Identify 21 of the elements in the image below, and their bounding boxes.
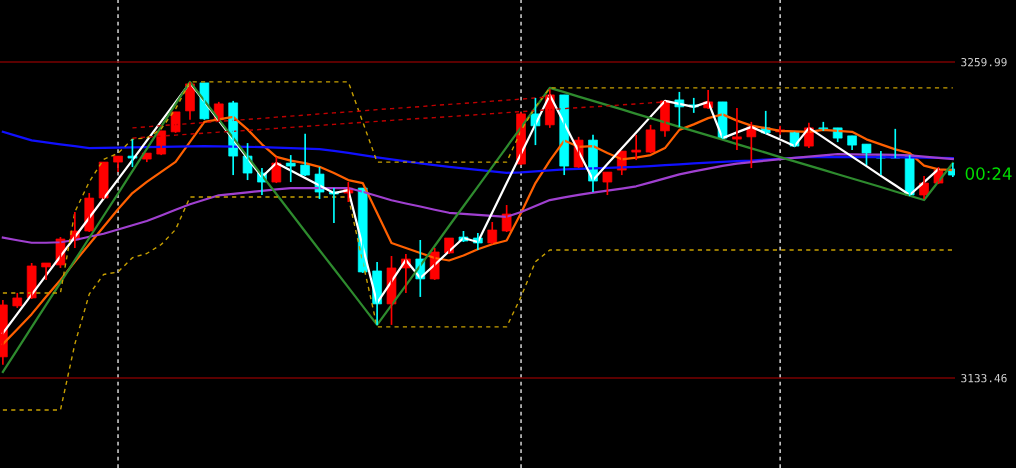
candlestick xyxy=(12,292,23,309)
candlestick xyxy=(818,121,829,132)
candlestick xyxy=(631,134,641,161)
candlestick xyxy=(170,111,181,134)
candlestick xyxy=(113,155,123,173)
candlestick xyxy=(847,135,857,151)
line-series xyxy=(2,81,954,294)
line-series xyxy=(2,196,954,411)
candlestick xyxy=(41,262,51,281)
text: 00:24 xyxy=(965,167,1012,180)
candlestick xyxy=(861,143,872,166)
candlestick xyxy=(127,138,138,168)
candlestick xyxy=(732,107,742,151)
line-series xyxy=(1,130,954,174)
candlestick xyxy=(285,154,296,183)
candlestick xyxy=(602,171,613,196)
candlestick xyxy=(645,124,656,154)
y-tick-label: 3133.46 xyxy=(961,373,1007,383)
candlestick xyxy=(98,161,109,200)
y-tick-label: 3259.99 xyxy=(961,57,1007,67)
line-series xyxy=(1,113,954,346)
